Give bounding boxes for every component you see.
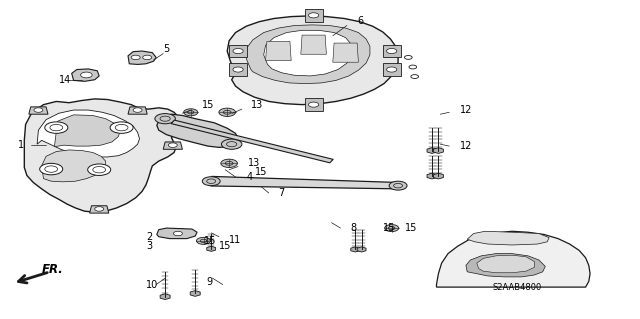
Text: S2AAB4800: S2AAB4800 (493, 283, 541, 292)
Text: 3: 3 (146, 241, 152, 251)
Text: 15: 15 (255, 167, 267, 177)
Text: 2: 2 (146, 232, 152, 242)
Polygon shape (266, 41, 291, 61)
Text: 11: 11 (229, 235, 241, 245)
Polygon shape (229, 45, 247, 57)
Polygon shape (128, 107, 147, 114)
Polygon shape (207, 246, 216, 251)
Polygon shape (264, 30, 352, 76)
Circle shape (219, 108, 236, 116)
Polygon shape (246, 25, 370, 84)
Polygon shape (427, 148, 437, 153)
Circle shape (110, 122, 133, 133)
Text: 13: 13 (248, 158, 260, 168)
Text: 15: 15 (383, 223, 395, 233)
Polygon shape (160, 294, 170, 300)
Polygon shape (37, 110, 140, 157)
Text: 7: 7 (278, 188, 285, 198)
Circle shape (184, 109, 198, 116)
Circle shape (88, 164, 111, 175)
Circle shape (389, 181, 407, 190)
Text: 9: 9 (206, 277, 212, 287)
Circle shape (131, 55, 140, 60)
Circle shape (133, 108, 142, 112)
Text: 10: 10 (146, 279, 158, 290)
Circle shape (155, 114, 175, 124)
Polygon shape (301, 35, 326, 54)
Circle shape (308, 13, 319, 18)
Circle shape (45, 122, 68, 133)
Text: 13: 13 (251, 100, 263, 110)
Polygon shape (351, 247, 360, 252)
Polygon shape (333, 43, 358, 62)
Circle shape (385, 225, 399, 232)
Circle shape (40, 163, 63, 175)
Polygon shape (427, 173, 437, 179)
Circle shape (409, 65, 417, 69)
Circle shape (196, 237, 211, 244)
Text: 1: 1 (18, 140, 24, 150)
Circle shape (95, 207, 104, 211)
Circle shape (387, 67, 397, 72)
Text: 15: 15 (204, 236, 216, 246)
Polygon shape (229, 63, 247, 76)
Polygon shape (90, 206, 109, 213)
Polygon shape (171, 120, 333, 163)
Polygon shape (190, 291, 200, 296)
Circle shape (81, 72, 92, 78)
Circle shape (387, 48, 397, 54)
Polygon shape (433, 148, 444, 153)
Circle shape (173, 231, 182, 236)
Polygon shape (29, 107, 48, 114)
Text: 4: 4 (246, 172, 253, 182)
Polygon shape (157, 228, 197, 239)
Circle shape (221, 159, 237, 167)
Circle shape (308, 102, 319, 107)
Polygon shape (227, 16, 398, 105)
Polygon shape (157, 114, 238, 147)
Polygon shape (128, 51, 156, 64)
Polygon shape (163, 142, 182, 149)
Polygon shape (383, 45, 401, 57)
Text: 15: 15 (219, 241, 231, 251)
Polygon shape (305, 98, 323, 111)
Circle shape (233, 67, 243, 72)
Text: 12: 12 (460, 105, 472, 115)
Text: 12: 12 (460, 141, 472, 151)
Polygon shape (357, 247, 366, 252)
Text: 5: 5 (163, 44, 170, 55)
Polygon shape (436, 231, 590, 287)
Polygon shape (383, 63, 401, 76)
Circle shape (143, 55, 152, 60)
Polygon shape (477, 255, 534, 273)
Text: FR.: FR. (42, 263, 63, 276)
Polygon shape (24, 99, 180, 212)
Polygon shape (72, 69, 99, 81)
Circle shape (221, 139, 242, 149)
Polygon shape (211, 176, 398, 189)
Polygon shape (42, 150, 106, 182)
Polygon shape (467, 231, 549, 245)
Polygon shape (305, 9, 323, 22)
Polygon shape (466, 254, 545, 277)
Polygon shape (433, 173, 444, 179)
Text: 15: 15 (202, 100, 214, 110)
Polygon shape (54, 115, 120, 147)
Text: 8: 8 (351, 223, 357, 233)
Text: 14: 14 (59, 75, 71, 85)
Text: 6: 6 (357, 16, 364, 26)
Circle shape (202, 177, 220, 186)
Text: 15: 15 (404, 223, 417, 233)
Circle shape (168, 143, 177, 147)
Circle shape (411, 75, 419, 78)
Circle shape (34, 108, 43, 112)
Circle shape (404, 56, 412, 59)
Circle shape (233, 48, 243, 54)
